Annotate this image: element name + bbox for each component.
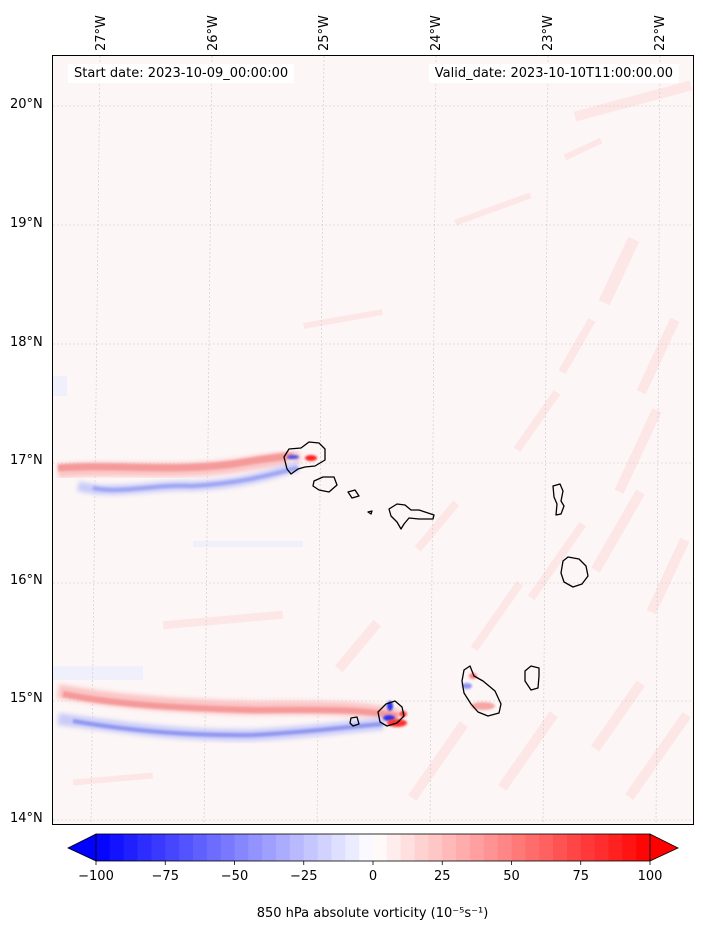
- colorbar-segment: [276, 834, 291, 861]
- colorbar-tick-label: −50: [220, 869, 249, 884]
- colorbar-tick-label: −25: [290, 869, 318, 884]
- island-fogo: [377, 700, 405, 727]
- colorbar-extend-right: [649, 833, 679, 862]
- graticule: [53, 56, 693, 824]
- colorbar-segment: [151, 834, 166, 861]
- northern-vorticity-wake: [57, 450, 317, 496]
- map-panel: Start date: 2023-10-09_00:00:00 Valid_da…: [52, 55, 694, 825]
- colorbar-segment: [456, 834, 471, 861]
- colorbar-ticks: [95, 861, 651, 865]
- lat-label: 15°N: [10, 691, 43, 706]
- colorbar-title: 850 hPa absolute vorticity (10⁻⁵s⁻¹): [0, 906, 703, 921]
- valid-date-label: Valid_date: 2023-10-10T11:00:00.00: [428, 64, 679, 83]
- island-outlines: [283, 441, 589, 727]
- colorbar-tick-label: −75: [151, 869, 179, 884]
- colorbar-segment: [608, 834, 623, 861]
- colorbar-tick-label: 0: [368, 869, 378, 884]
- colorbar-segment: [428, 834, 443, 861]
- colorbar-segment: [262, 834, 277, 861]
- colorbar-segment: [303, 834, 319, 861]
- colorbar-segment: [331, 834, 346, 861]
- colorbar-segment: [234, 834, 249, 861]
- colorbar-title-text: 850 hPa absolute vorticity (10⁻⁵s⁻¹): [256, 906, 489, 921]
- colorbar-segment: [511, 834, 526, 861]
- colorbar-segment: [137, 834, 152, 861]
- colorbar-segments: [96, 834, 651, 861]
- colorbar-segment: [248, 834, 263, 861]
- start-date-label: Start date: 2023-10-09_00:00:00: [68, 64, 295, 83]
- colorbar-segment: [220, 834, 235, 861]
- colorbar-segment: [553, 834, 568, 861]
- island-santiago: [461, 665, 502, 717]
- vorticity-map: [53, 56, 693, 824]
- colorbar-tick-label: 75: [572, 869, 590, 884]
- colorbar-segment: [539, 834, 554, 861]
- colorbar-segment: [179, 834, 194, 861]
- colorbar-tick-label: 100: [637, 869, 663, 884]
- lat-label: 19°N: [10, 216, 43, 231]
- colorbar-segment: [289, 834, 305, 861]
- lat-label: 20°N: [10, 97, 43, 112]
- island-boa-vista: [560, 556, 589, 588]
- colorbar-segment: [580, 834, 596, 861]
- colorbar-segment: [373, 834, 388, 861]
- island-santo-antao: [283, 441, 326, 475]
- colorbar-segment: [165, 834, 180, 861]
- colorbar-tick-label: 50: [503, 869, 520, 884]
- colorbar-segment: [525, 834, 540, 861]
- colorbar-segment: [622, 834, 637, 861]
- colorbar-segment: [359, 834, 374, 861]
- colorbar-segment: [109, 834, 125, 861]
- lat-label: 14°N: [10, 811, 43, 826]
- island-brava: [349, 716, 360, 727]
- island-sao-nicolau: [388, 503, 435, 530]
- colorbar-extend-left: [67, 833, 97, 862]
- island-branco: [367, 510, 373, 515]
- colorbar-segment: [400, 834, 416, 861]
- colorbar-segment: [469, 834, 485, 861]
- lat-label: 18°N: [10, 335, 43, 350]
- colorbar-tick-label: −100: [78, 869, 114, 884]
- colorbar-segment: [123, 834, 139, 861]
- colorbar-segment: [386, 834, 402, 861]
- background-vorticity-noise: [72, 80, 693, 801]
- colorbar-segment: [594, 834, 609, 861]
- colorbar-segment: [497, 834, 512, 861]
- colorbar-segment: [345, 834, 360, 861]
- southern-vorticity-wake: [56, 684, 407, 742]
- island-vorticity-spots: [462, 673, 495, 710]
- colorbar-segment: [317, 834, 332, 861]
- colorbar-segment: [566, 834, 582, 861]
- colorbar-segment: [192, 834, 208, 861]
- colorbar-segment: [442, 834, 457, 861]
- colorbar-segment: [206, 834, 222, 861]
- island-santa-luzia: [347, 489, 360, 499]
- island-sal: [552, 483, 565, 516]
- lat-label: 17°N: [10, 453, 43, 468]
- colorbar-tick-label: 25: [433, 869, 451, 884]
- colorbar-segment: [414, 834, 429, 861]
- lat-label: 16°N: [10, 573, 43, 588]
- island-sao-vicente: [312, 476, 338, 493]
- background-negative-patches: [53, 376, 303, 680]
- colorbar-segment: [636, 834, 651, 861]
- colorbar-segment: [96, 834, 111, 861]
- colorbar-segment: [483, 834, 499, 861]
- island-maio: [524, 665, 540, 691]
